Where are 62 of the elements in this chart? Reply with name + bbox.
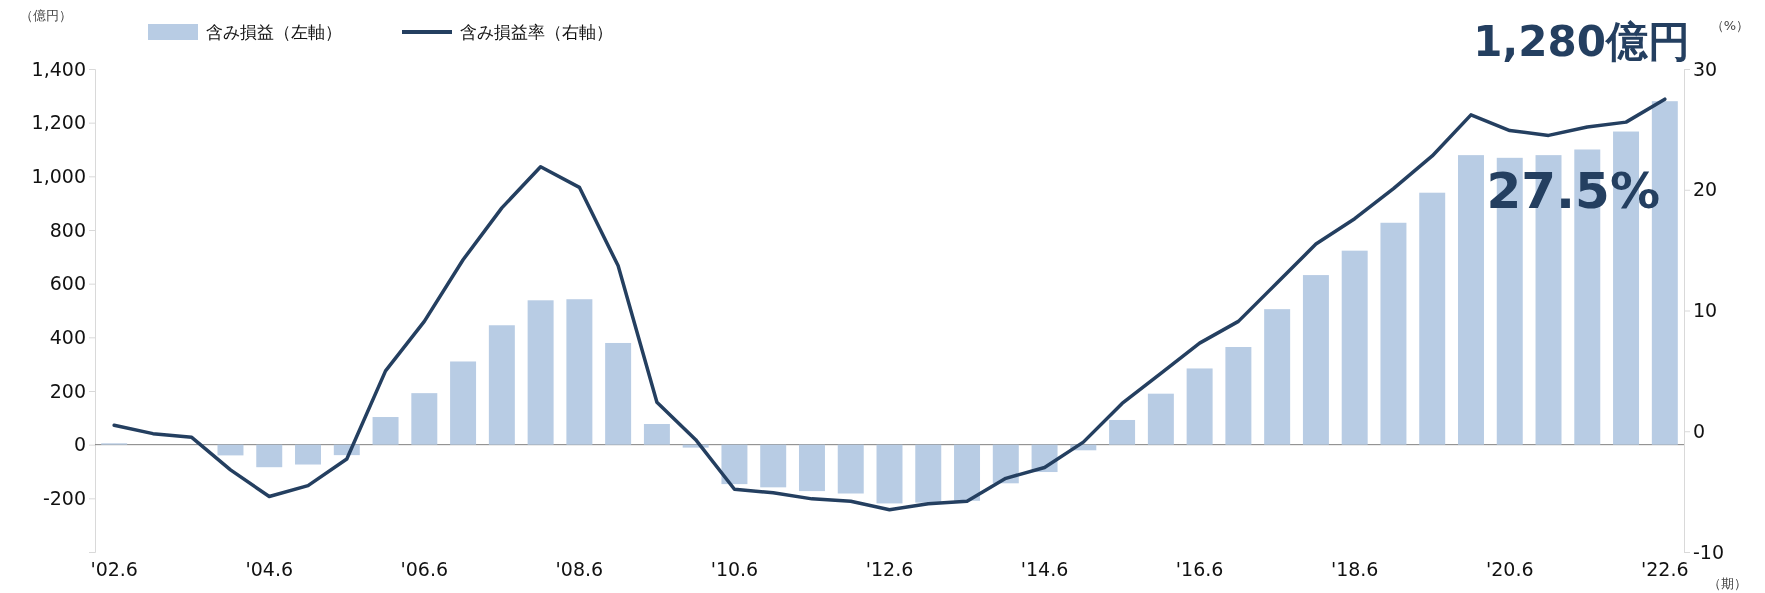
y-tick-label: 800 bbox=[49, 218, 86, 241]
y-tick-label: 400 bbox=[49, 325, 86, 348]
x-axis-title: （期） bbox=[1707, 576, 1747, 591]
y-axis-title: （億円） bbox=[20, 8, 72, 23]
x-tick-label: '18.6 bbox=[1330, 557, 1379, 580]
bar bbox=[1419, 192, 1446, 445]
bar bbox=[721, 444, 748, 485]
y-tick-label: -200 bbox=[42, 486, 86, 509]
bar bbox=[1186, 368, 1213, 445]
y2-axis-title: （%） bbox=[1710, 18, 1750, 33]
bar bbox=[760, 444, 787, 488]
bar bbox=[411, 393, 438, 445]
bar bbox=[217, 444, 244, 456]
bar bbox=[372, 417, 399, 445]
bar bbox=[527, 300, 554, 445]
y2-tick-label: 20 bbox=[1693, 178, 1718, 201]
line-series bbox=[112, 97, 1667, 512]
bar bbox=[1264, 309, 1291, 445]
x-tick-label: '04.6 bbox=[245, 557, 294, 580]
y-tick-label: 0 bbox=[73, 433, 86, 456]
y2-tick-label: 30 bbox=[1693, 57, 1718, 80]
y-tick-label: 1,400 bbox=[31, 57, 86, 80]
bar bbox=[256, 444, 283, 468]
bar bbox=[876, 444, 903, 504]
bar bbox=[1341, 250, 1368, 445]
x-tick-label: '02.6 bbox=[90, 557, 138, 580]
bar bbox=[450, 361, 477, 445]
y2-tick-label: -10 bbox=[1693, 540, 1725, 563]
y-tick-label: 1,000 bbox=[31, 164, 86, 187]
x-tick-label: '14.6 bbox=[1020, 557, 1069, 580]
x-tick-label: '12.6 bbox=[865, 557, 914, 580]
x-tick-label: '08.6 bbox=[555, 557, 604, 580]
bar bbox=[992, 444, 1019, 484]
legend-label: 含み損益率（右軸） bbox=[460, 22, 613, 42]
bar bbox=[915, 444, 942, 503]
y-tick-label: 200 bbox=[49, 379, 86, 402]
bar bbox=[295, 444, 321, 465]
bar bbox=[1147, 393, 1174, 445]
bar bbox=[1458, 155, 1484, 445]
annotation: 27.5% bbox=[1486, 162, 1660, 220]
bar bbox=[1302, 275, 1329, 445]
bar bbox=[566, 299, 593, 445]
x-tick-label: '10.6 bbox=[710, 557, 759, 580]
x-tick-label: '22.6 bbox=[1641, 557, 1689, 580]
y-tick-label: 600 bbox=[49, 272, 86, 295]
bar bbox=[605, 342, 632, 445]
bar bbox=[488, 325, 515, 445]
bar bbox=[1380, 222, 1407, 445]
legend-label: 含み損益（左軸） bbox=[206, 22, 342, 42]
bar bbox=[798, 444, 825, 492]
bar bbox=[837, 444, 864, 494]
bar bbox=[954, 444, 981, 501]
bar bbox=[643, 424, 670, 445]
y-tick-label: 1,200 bbox=[31, 111, 86, 134]
x-tick-label: '06.6 bbox=[400, 557, 449, 580]
x-tick-label: '16.6 bbox=[1175, 557, 1224, 580]
y2-tick-label: 0 bbox=[1693, 419, 1706, 442]
text: 1,280億円 bbox=[1473, 17, 1690, 66]
bar bbox=[1225, 346, 1252, 445]
y2-tick-label: 10 bbox=[1693, 299, 1718, 322]
bar bbox=[1109, 419, 1136, 445]
x-tick-label: '20.6 bbox=[1485, 557, 1534, 580]
